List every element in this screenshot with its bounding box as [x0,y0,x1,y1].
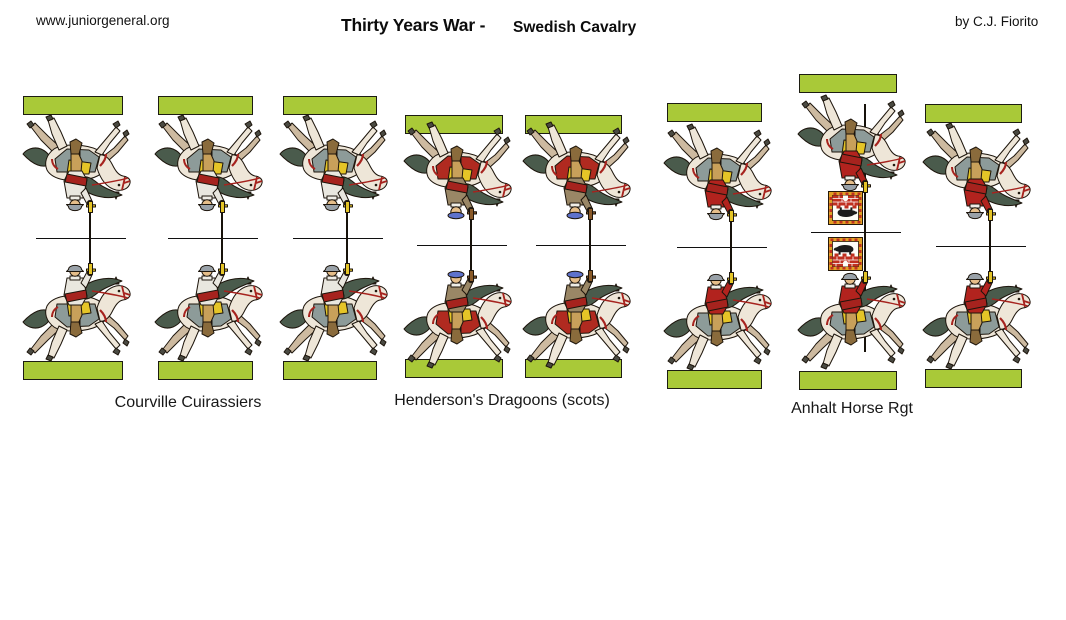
base-tab-bottom [283,361,377,380]
base-tab-bottom [924,369,1022,388]
base-tab-top [799,74,897,93]
cavalry-figure-top [153,110,265,214]
cavalry-figure-bottom [402,269,514,373]
sword-line [989,208,991,284]
regiment-flag-top [828,191,863,225]
cavalry-figure-top [21,110,133,214]
base-tab-top [157,96,253,115]
cavalry-figure-bottom [278,262,390,366]
fold-line [536,245,626,246]
regiment-label: Henderson's Dragoons (scots) [394,392,610,409]
sword-line [470,207,472,283]
base-tab-bottom [666,370,762,389]
sword-line [346,200,348,276]
base-tab-top [283,96,377,115]
fold-line [677,247,767,248]
sword-line [89,200,91,276]
cavalry-figure-top [921,118,1033,222]
byline: by C.J. Fiorito [955,14,1039,29]
base-tab-top [666,103,762,122]
cavalry-figure-bottom [521,269,633,373]
sword-line [730,209,732,285]
fold-line [936,246,1026,247]
flag-pole [864,104,866,352]
regiment-flag-bottom [828,237,863,271]
sword-line [221,200,223,276]
cavalry-figure-top [402,117,514,221]
base-tab-top [924,104,1022,123]
base-tab-bottom [23,361,123,380]
cavalry-figure-top [796,90,908,194]
regiment-label: Courville Cuirassiers [114,394,262,411]
page-title: Thirty Years War - [341,15,486,35]
base-tab-top [23,96,123,115]
regiment-label: Anhalt Horse Rgt [791,400,913,417]
sword-line [589,207,591,283]
base-tab-bottom [157,361,253,380]
page-subtitle: Swedish Cavalry [513,19,637,36]
site-url: www.juniorgeneral.org [36,13,170,28]
fold-line [36,238,126,239]
cavalry-figure-bottom [796,270,908,374]
cavalry-figure-top [278,110,390,214]
base-tab-bottom [799,371,897,390]
cavalry-figure-bottom [21,262,133,366]
fold-line [811,232,901,233]
cavalry-figure-bottom [662,271,774,375]
cavalry-figure-bottom [153,262,265,366]
fold-line [417,245,507,246]
cavalry-figure-top [662,119,774,223]
fold-line [168,238,258,239]
cavalry-figure-bottom [921,270,1033,374]
cavalry-figure-top [521,117,633,221]
fold-line [293,238,383,239]
